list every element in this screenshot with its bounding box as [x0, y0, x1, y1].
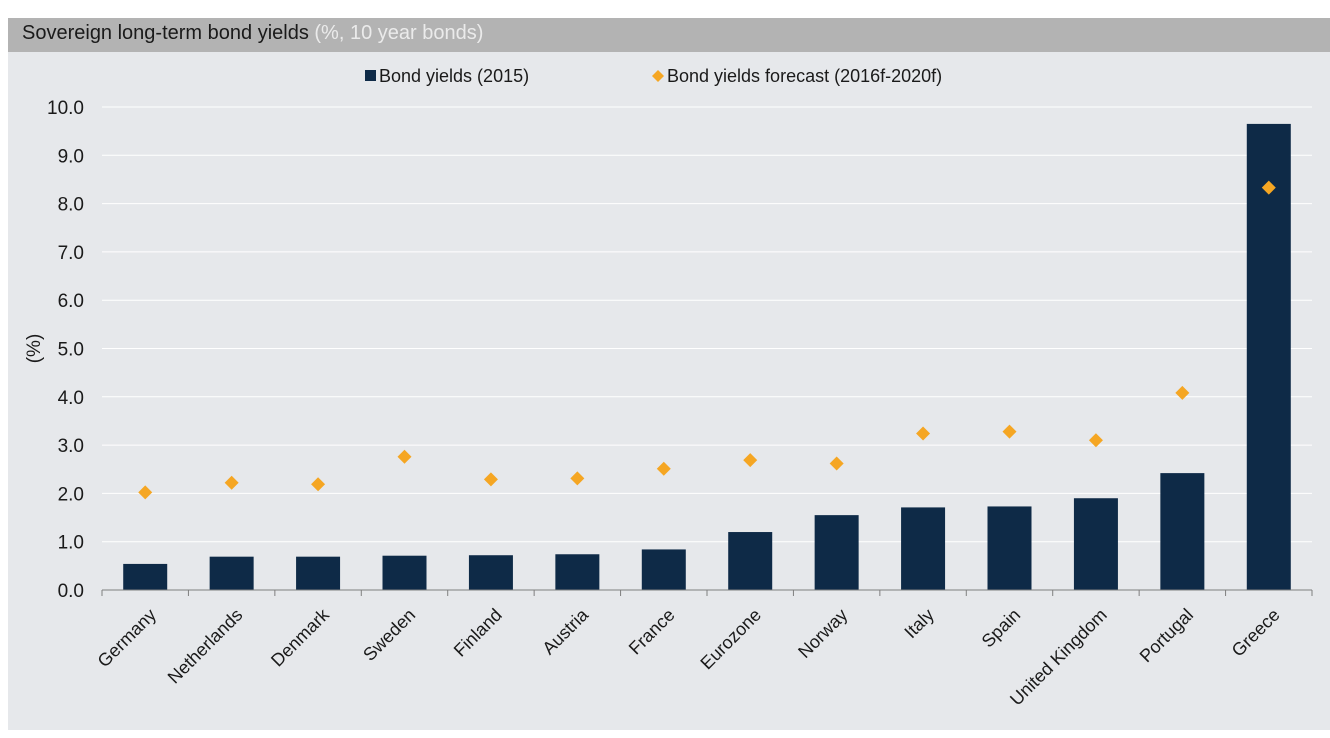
- forecast-marker: [311, 477, 326, 492]
- bar: [814, 515, 859, 590]
- x-tick-label: Denmark: [267, 604, 333, 670]
- y-tick-label: 1.0: [58, 533, 84, 554]
- gridlines: [102, 106, 1312, 543]
- chart-panel: Sovereign long-term bond yields (%, 10 y…: [8, 18, 1330, 730]
- bar: [1160, 473, 1205, 590]
- legend-bar-label: Bond yields (2015): [379, 66, 529, 86]
- bar: [1246, 123, 1291, 590]
- y-tick-label: 8.0: [58, 195, 84, 216]
- y-tick-label: 3.0: [58, 436, 84, 457]
- forecast-marker: [397, 449, 412, 464]
- forecast-marker: [138, 485, 153, 500]
- x-tick-label: Austria: [538, 604, 592, 658]
- bar: [901, 507, 946, 590]
- bar: [1073, 498, 1118, 590]
- y-tick-label: 7.0: [58, 243, 84, 264]
- y-tick-label: 2.0: [58, 484, 84, 505]
- y-axis: 0.0 1.0 2.0 3.0 4.0 5.0 6.0 7.0 8.0 9.0 10.0 (%): [24, 98, 84, 602]
- y-tick-label: 6.0: [58, 291, 84, 312]
- x-tick-label: Norway: [794, 605, 851, 662]
- bar: [987, 506, 1032, 590]
- forecast-marker: [916, 426, 931, 441]
- forecast-marker: [656, 461, 671, 476]
- forecast-marker: [483, 472, 498, 487]
- x-tick-label: France: [625, 605, 679, 659]
- forecast-marker: [1088, 433, 1103, 448]
- bar: [382, 555, 427, 590]
- x-tick-label: Sweden: [359, 605, 419, 665]
- y-tick-label: 4.0: [58, 388, 84, 409]
- bar: [728, 532, 773, 590]
- bar: [641, 549, 686, 590]
- chart-title: Sovereign long-term bond yields (%, 10 y…: [22, 22, 483, 45]
- x-tick-label: Italy: [900, 605, 937, 642]
- forecast-series: [138, 180, 1276, 500]
- chart-title-text: Sovereign long-term bond yields: [22, 22, 309, 44]
- x-axis: Germany Netherlands Denmark Sweden Finland Au…: [94, 589, 1313, 709]
- x-tick-label: Finland: [450, 605, 506, 661]
- y-tick-label: 9.0: [58, 146, 84, 167]
- bar: [296, 556, 341, 590]
- forecast-marker: [1261, 180, 1276, 195]
- legend-bar-swatch: [365, 70, 376, 81]
- x-tick-label: Eurozone: [696, 605, 765, 674]
- bar: [468, 555, 513, 590]
- x-tick-label: Greece: [1228, 605, 1284, 661]
- forecast-marker: [829, 456, 844, 471]
- title-bar: Sovereign long-term bond yields (%, 10 y…: [8, 18, 1330, 52]
- y-tick-label: 0.0: [58, 581, 84, 602]
- x-tick-label: Portugal: [1136, 605, 1198, 667]
- chart-subtitle: (%, 10 year bonds): [314, 22, 484, 44]
- forecast-marker: [1002, 424, 1017, 439]
- y-axis-label: (%): [24, 334, 45, 364]
- legend-forecast-label: Bond yields forecast (2016f-2020f): [667, 66, 942, 86]
- forecast-marker: [570, 471, 585, 486]
- legend-diamond-swatch: [652, 70, 664, 82]
- forecast-marker: [224, 475, 239, 490]
- bar: [555, 554, 600, 590]
- x-tick-label: Germany: [94, 605, 160, 671]
- bar: [209, 556, 254, 590]
- y-tick-label: 5.0: [58, 340, 84, 361]
- forecast-marker: [743, 453, 758, 468]
- forecast-marker: [1175, 385, 1190, 400]
- x-tick-label: Netherlands: [164, 605, 247, 688]
- x-tick-label: Spain: [978, 605, 1025, 652]
- y-tick-label: 10.0: [47, 98, 84, 119]
- bar: [123, 563, 168, 590]
- bar-series: [123, 123, 1291, 590]
- legend: Bond yields (2015) Bond yields forecast (…: [365, 66, 942, 86]
